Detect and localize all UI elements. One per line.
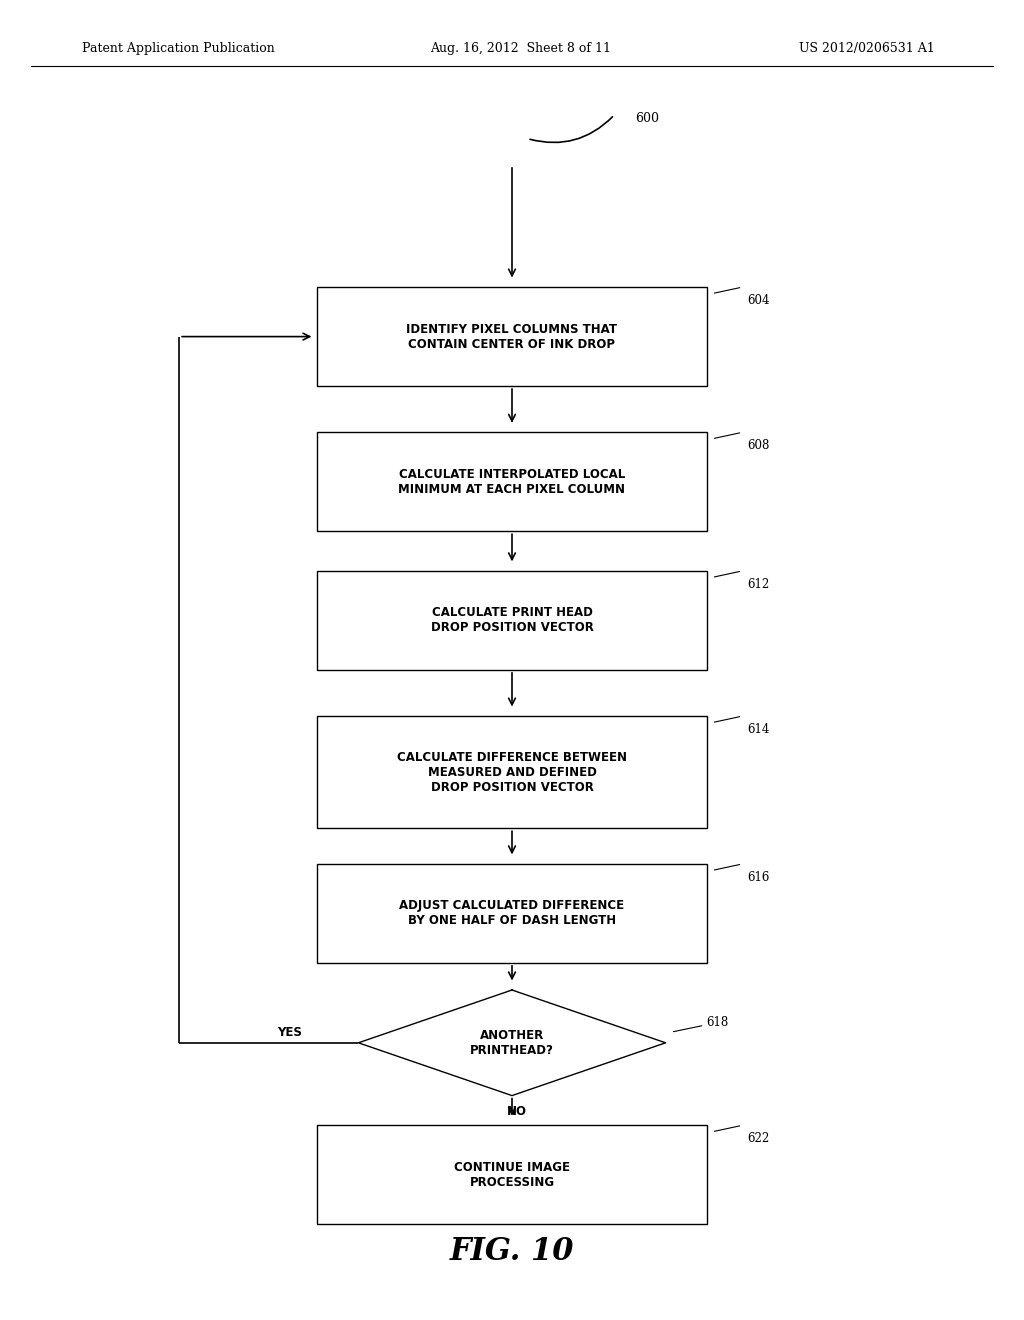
Text: 612: 612 (748, 578, 770, 590)
Text: 608: 608 (748, 438, 770, 451)
FancyBboxPatch shape (317, 715, 707, 829)
Text: 622: 622 (748, 1133, 770, 1144)
Text: CALCULATE DIFFERENCE BETWEEN
MEASURED AND DEFINED
DROP POSITION VECTOR: CALCULATE DIFFERENCE BETWEEN MEASURED AN… (397, 751, 627, 793)
FancyBboxPatch shape (317, 863, 707, 964)
Text: Patent Application Publication: Patent Application Publication (82, 42, 274, 55)
Text: CONTINUE IMAGE
PROCESSING: CONTINUE IMAGE PROCESSING (454, 1160, 570, 1189)
Text: CALCULATE INTERPOLATED LOCAL
MINIMUM AT EACH PIXEL COLUMN: CALCULATE INTERPOLATED LOCAL MINIMUM AT … (398, 467, 626, 496)
Text: IDENTIFY PIXEL COLUMNS THAT
CONTAIN CENTER OF INK DROP: IDENTIFY PIXEL COLUMNS THAT CONTAIN CENT… (407, 322, 617, 351)
Text: CALCULATE PRINT HEAD
DROP POSITION VECTOR: CALCULATE PRINT HEAD DROP POSITION VECTO… (430, 606, 594, 635)
Text: Aug. 16, 2012  Sheet 8 of 11: Aug. 16, 2012 Sheet 8 of 11 (430, 42, 611, 55)
FancyBboxPatch shape (317, 433, 707, 531)
Text: 616: 616 (748, 871, 770, 883)
FancyBboxPatch shape (317, 1125, 707, 1225)
FancyBboxPatch shape (317, 288, 707, 385)
Text: 614: 614 (748, 723, 770, 735)
Text: YES: YES (278, 1026, 302, 1039)
Text: FIG. 10: FIG. 10 (450, 1236, 574, 1267)
Text: NO: NO (507, 1105, 527, 1118)
Text: 604: 604 (748, 294, 770, 306)
Text: US 2012/0206531 A1: US 2012/0206531 A1 (799, 42, 935, 55)
Text: 600: 600 (635, 112, 658, 125)
Text: ADJUST CALCULATED DIFFERENCE
BY ONE HALF OF DASH LENGTH: ADJUST CALCULATED DIFFERENCE BY ONE HALF… (399, 899, 625, 928)
Polygon shape (358, 990, 666, 1096)
FancyBboxPatch shape (317, 570, 707, 671)
Text: ANOTHER
PRINTHEAD?: ANOTHER PRINTHEAD? (470, 1028, 554, 1057)
Text: 618: 618 (707, 1016, 729, 1030)
